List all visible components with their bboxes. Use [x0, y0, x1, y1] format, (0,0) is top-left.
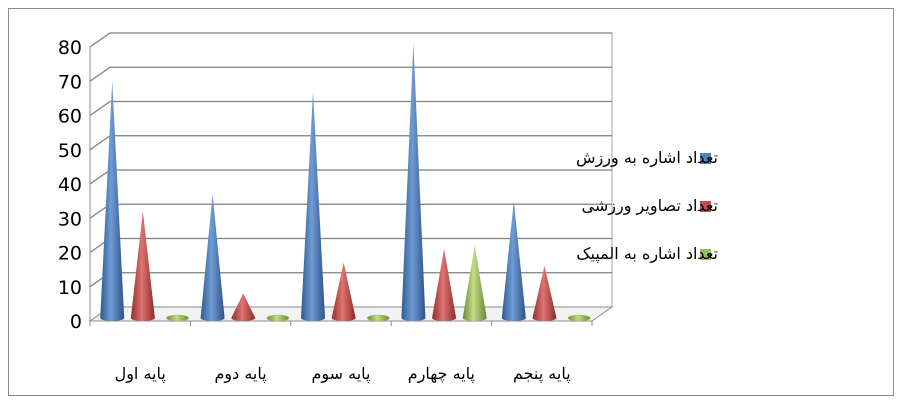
x-axis-categories: پایه اول پایه دوم پایه سوم پایه چهارم پایه پ… — [115, 364, 571, 384]
y-tick-label: 80 — [58, 37, 82, 59]
y-tick-label: 70 — [58, 71, 82, 93]
category-label: پایه چهارم — [408, 364, 475, 384]
legend-label-3: تعداد اشاره به المپیک — [576, 244, 718, 264]
legend-label-1: تعداد اشاره به ورزش — [576, 148, 718, 168]
legend-label-2: تعداد تصاویر ورزشی — [582, 196, 718, 216]
y-axis-ticks: 0 10 20 30 40 50 60 70 80 — [58, 37, 82, 333]
cone-3-zero — [568, 315, 590, 321]
y-tick-label: 60 — [58, 106, 82, 128]
y-tick-label: 30 — [58, 208, 82, 230]
cone-3-zero — [167, 315, 189, 321]
y-tick-label: 0 — [70, 311, 82, 333]
legend: تعداد اشاره به ورزش تعداد تصاویر ورزشی تعد… — [576, 148, 718, 264]
y-tick-label: 20 — [58, 243, 82, 265]
y-tick-label: 40 — [58, 174, 82, 196]
chart-walls — [90, 33, 612, 326]
cone-3-zero — [367, 315, 389, 321]
y-tick-label: 50 — [58, 140, 82, 162]
back-wall — [90, 33, 612, 321]
category-label: پایه دوم — [214, 364, 266, 384]
cone-3-zero — [267, 315, 289, 321]
category-label: پایه پنجم — [513, 364, 571, 384]
category-label: پایه سوم — [311, 364, 370, 384]
y-tick-label: 10 — [58, 277, 82, 299]
category-label: پایه اول — [115, 364, 166, 384]
